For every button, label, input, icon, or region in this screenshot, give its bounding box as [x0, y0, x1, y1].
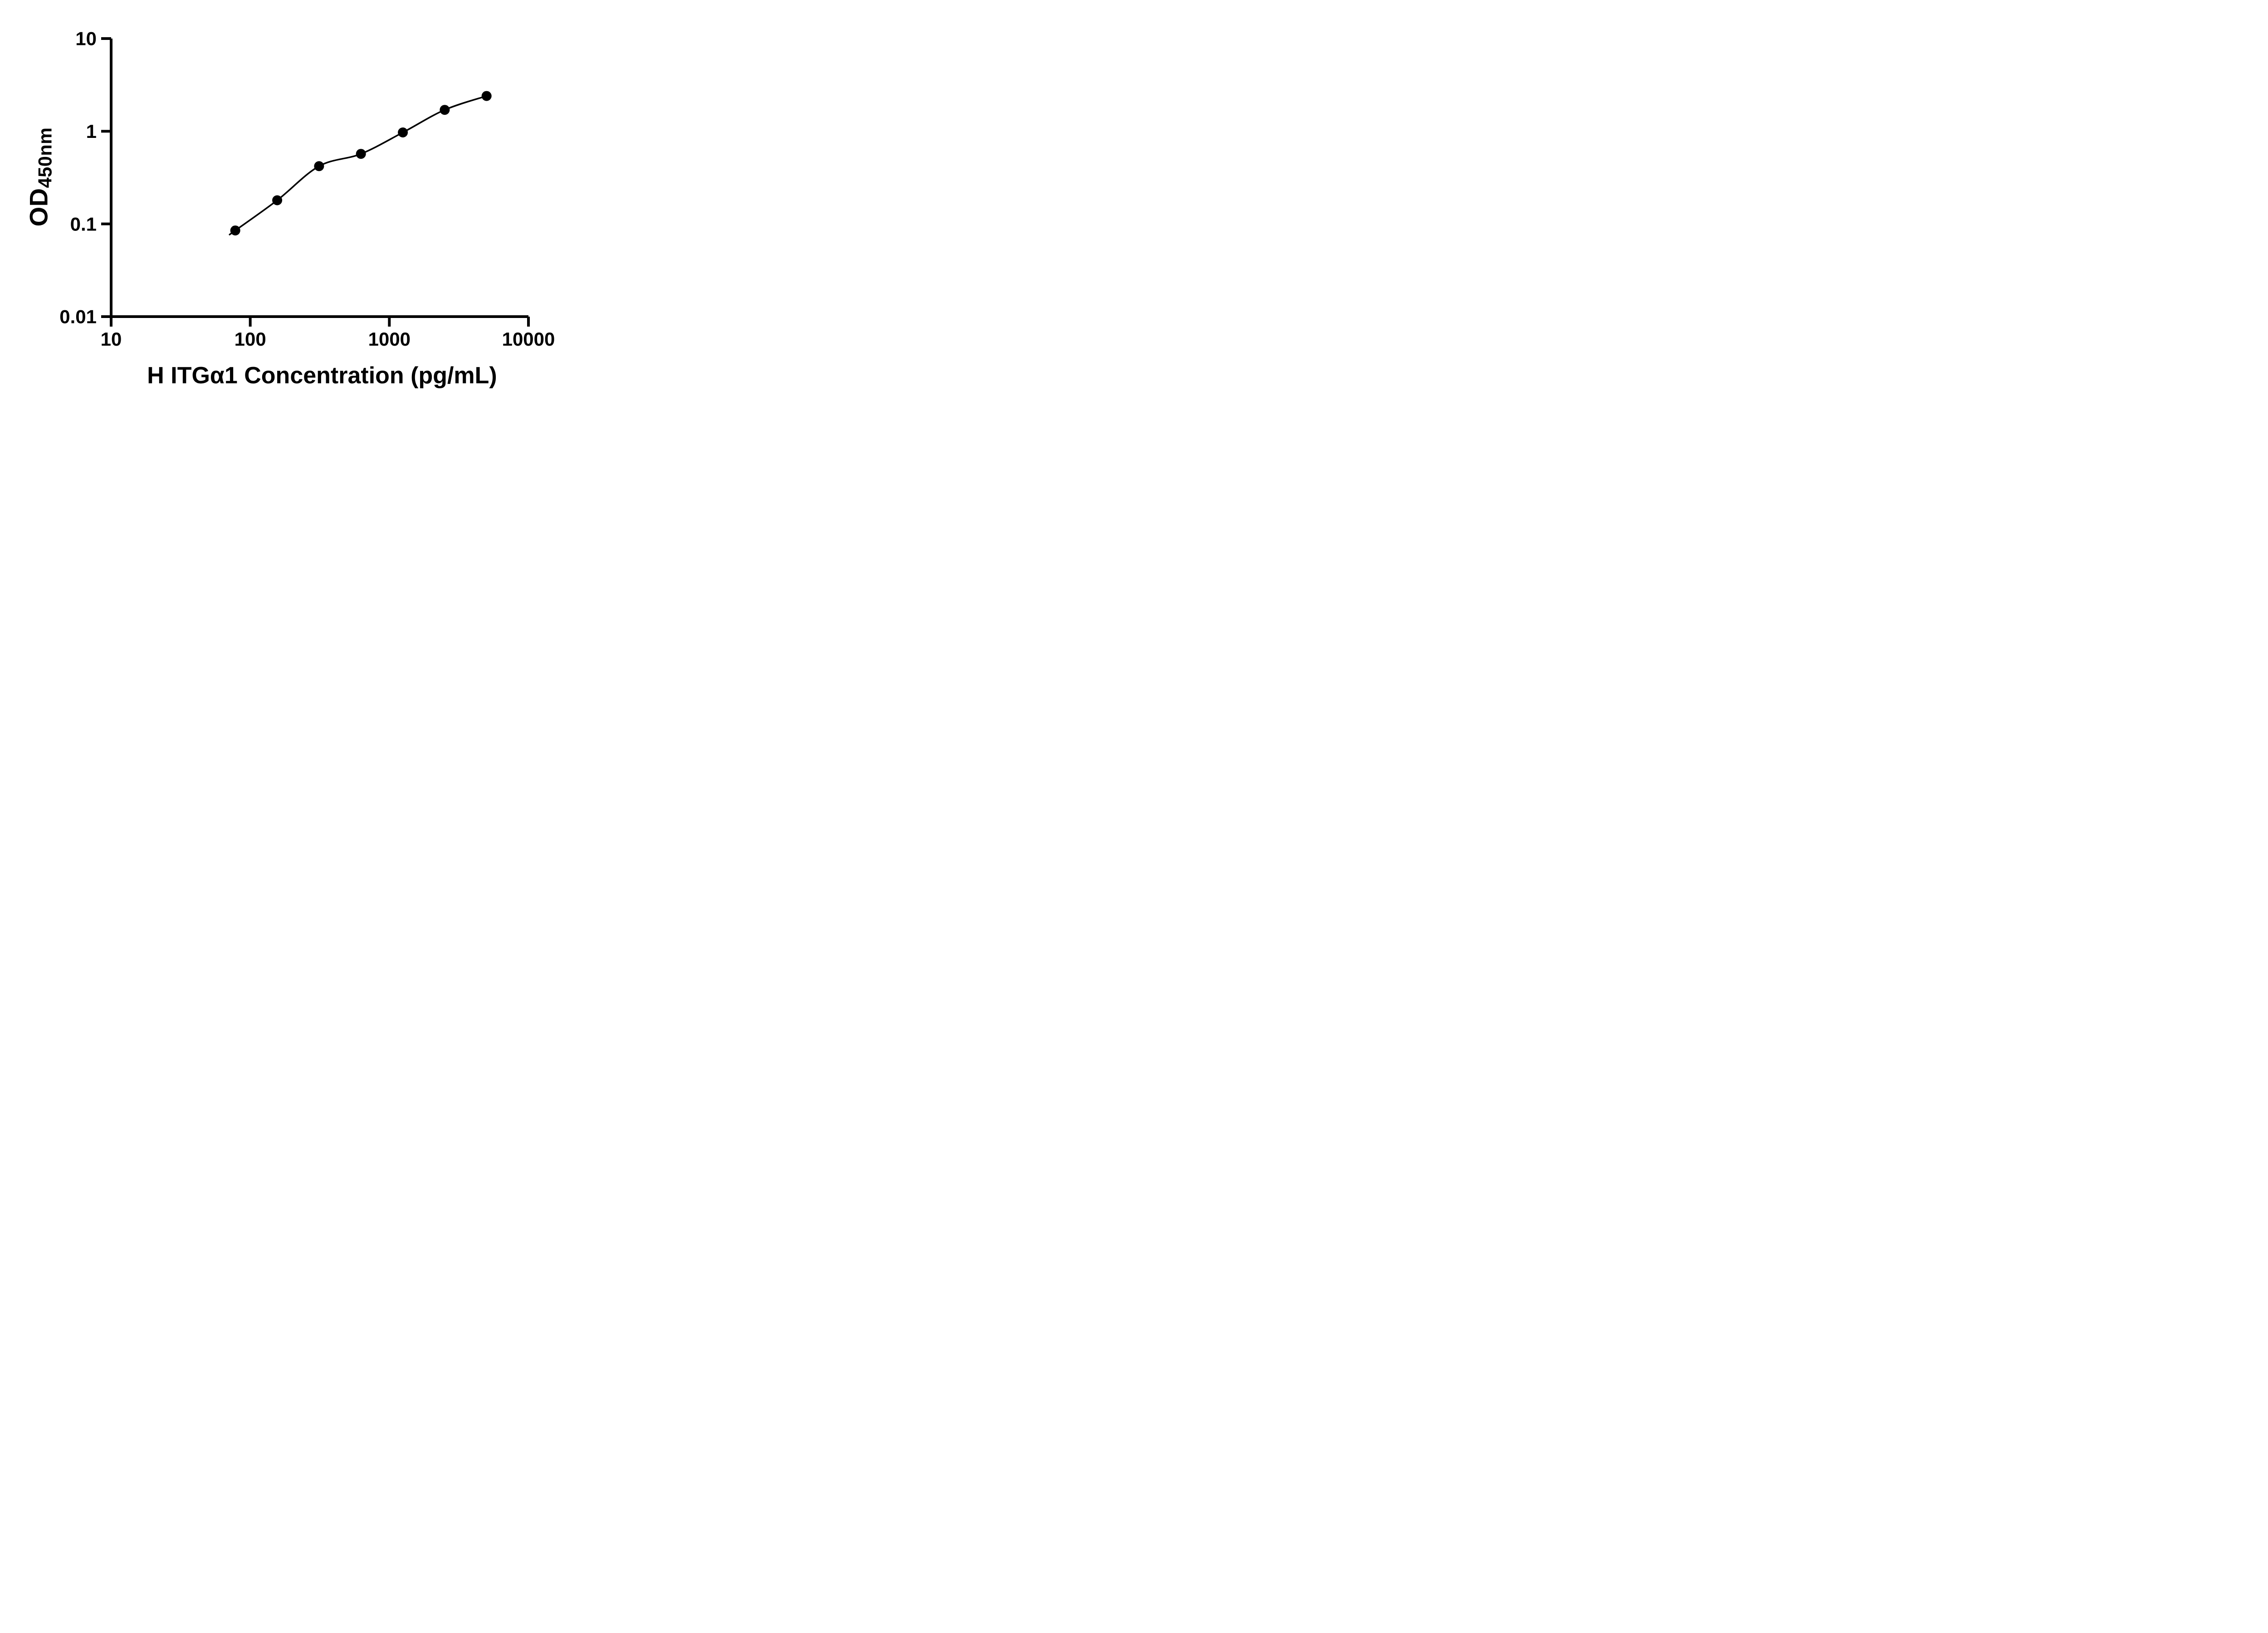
x-axis-title: H ITGα1 Concentration (pg/mL)	[147, 362, 497, 389]
data-point	[356, 149, 366, 159]
data-point	[398, 127, 408, 137]
data-point	[440, 105, 450, 115]
data-point	[272, 195, 283, 205]
x-tick-label: 10	[101, 328, 122, 350]
data-point	[314, 161, 324, 171]
y-axis-title-main: OD	[24, 188, 53, 227]
data-point	[230, 225, 240, 236]
y-tick-label: 0.01	[59, 306, 97, 328]
x-tick-label: 100	[235, 328, 266, 350]
data-point	[481, 91, 492, 101]
y-tick-label: 0.1	[70, 213, 97, 235]
y-axis-title: OD450nm	[24, 127, 56, 227]
elisa-standard-curve-figure: 10 100 1000 10000 0.01 0.1 1 10 OD450nm H ITGα1…	[0, 0, 583, 408]
axis-line	[110, 39, 528, 318]
x-tick-label: 10000	[502, 328, 555, 350]
y-tick-label: 1	[86, 121, 97, 142]
plot-area: 10 100 1000 10000 0.01 0.1 1 10	[59, 28, 555, 350]
x-tick-label: 1000	[368, 328, 411, 350]
y-tick-label: 10	[75, 28, 97, 49]
y-axis-title-subscript: 450nm	[34, 127, 56, 188]
fit-curve	[229, 95, 487, 235]
